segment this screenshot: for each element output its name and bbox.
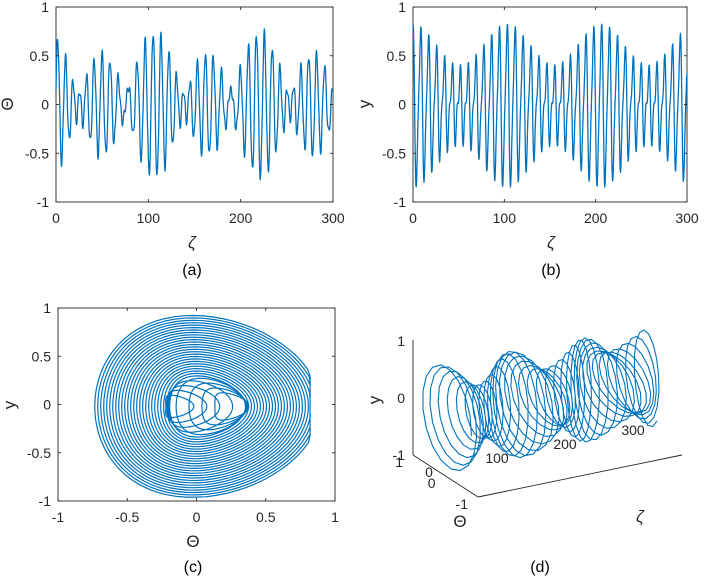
panel-c-ytick-label: 0.5 [32, 348, 52, 364]
panel-d-theta-tick-label: 1 [395, 454, 403, 470]
panel-c-series-line [94, 314, 311, 498]
panel-b-ytick-label: -0.5 [382, 145, 406, 161]
panel-c: -1 -0.5 0 0.5 1 -1 -0.5 0 0.5 1 y Θ (c) [0, 300, 339, 576]
panel-d-zlabel: Θ [453, 512, 466, 531]
panel-d-theta-axis [412, 454, 479, 498]
panel-a-xtick-label: 0 [52, 210, 60, 226]
panel-b-ytick-label: 1 [398, 0, 406, 15]
panel-d-zeta-tick-label: 200 [553, 436, 577, 452]
panel-a-ylabel: Θ [0, 97, 17, 110]
panel-b-xtick-label: 0 [409, 210, 417, 226]
panel-d-y-tick-label: 1 [397, 333, 405, 349]
panel-d-zeta-tick-label: 100 [485, 450, 509, 466]
panel-b-xtick-label: 200 [584, 210, 608, 226]
panel-c-xtick-label: 0.5 [256, 509, 276, 525]
panel-d-xlabel: ζ [636, 507, 645, 526]
panel-c-xtick-label: 1 [331, 509, 339, 525]
panel-d-y-tick-label: 0 [397, 390, 405, 406]
panel-a-series-line [55, 28, 334, 181]
panel-c-ytick-label: 1 [43, 300, 51, 316]
panel-c-xtick-label: -0.5 [115, 509, 139, 525]
panel-a-caption: (a) [182, 262, 202, 279]
panel-a-ytick-label: 1 [41, 0, 49, 15]
panel-b-xlabel: ζ [547, 233, 556, 252]
panel-d-zeta-axis [477, 454, 683, 498]
panel-c-ytick-label: -1 [39, 493, 52, 509]
panel-d-axes [412, 340, 683, 498]
panel-d-ylabel: y [365, 395, 384, 404]
panel-b-ticks: 0 100 200 300 -1 -0.5 0 0.5 1 [382, 0, 699, 226]
panel-a: 0 100 200 300 -1 -0.5 0 0.5 1 Θ ζ (a) [0, 0, 345, 279]
panel-d-theta-tick-label: 0 [428, 475, 436, 491]
panel-b-xtick-label: 100 [493, 210, 517, 226]
panel-a-xtick-label: 300 [321, 210, 345, 226]
panel-a-ytick-label: -0.5 [25, 145, 49, 161]
panel-a-xlabel: ζ [188, 233, 197, 252]
panel-d-zeta-tick-label: 300 [621, 422, 645, 438]
panel-b: 0 100 200 300 -1 -0.5 0 0.5 1 y ζ (b) [355, 0, 699, 279]
panel-b-caption: (b) [541, 262, 561, 279]
panel-c-ytick-label: 0 [43, 397, 51, 413]
panel-d-zeta-tick-label: 0 [425, 464, 433, 480]
panel-b-ytick-label: -1 [394, 194, 407, 210]
panel-a-ytick-label: 0.5 [30, 48, 50, 64]
panel-d-theta-tick-label: -1 [456, 496, 469, 512]
panel-c-caption: (c) [184, 559, 203, 576]
panel-b-ytick-label: 0.5 [387, 48, 407, 64]
panel-b-xtick-label: 300 [675, 210, 699, 226]
panel-a-ticks: 0 100 200 300 -1 -0.5 0 0.5 1 [25, 0, 345, 226]
panel-c-xtick-label: -1 [52, 509, 65, 525]
panel-a-xtick-label: 200 [229, 210, 253, 226]
panel-b-ytick-label: 0 [398, 97, 406, 113]
panel-c-ylabel: y [0, 400, 19, 409]
panel-c-ticks: -1 -0.5 0 0.5 1 -1 -0.5 0 0.5 1 [27, 300, 339, 525]
panel-c-ytick-label: -0.5 [27, 445, 51, 461]
panel-d-caption: (d) [530, 559, 550, 576]
panel-c-xlabel: Θ [186, 532, 199, 551]
panel-d-series-line [422, 329, 660, 472]
panel-a-ytick-label: -1 [37, 194, 50, 210]
panel-c-xtick-label: 0 [193, 509, 201, 525]
panel-d-y-tick-label: -1 [393, 447, 406, 463]
panel-b-series-line [412, 23, 688, 188]
panel-b-ylabel: y [355, 99, 374, 108]
panel-a-xtick-label: 100 [137, 210, 161, 226]
panel-a-ytick-label: 0 [41, 97, 49, 113]
